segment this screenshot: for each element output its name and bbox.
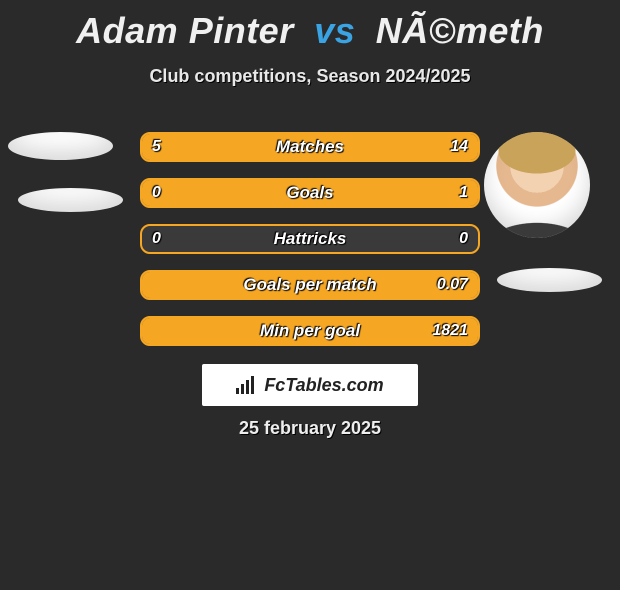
player2-name: NÃ©meth [376, 10, 544, 51]
stat-label: Matches [142, 134, 478, 160]
date-text: 25 february 2025 [0, 418, 620, 439]
stat-row-min-per-goal: Min per goal 1821 [140, 316, 480, 346]
stat-value-right: 14 [450, 134, 468, 160]
stat-value-right: 1821 [432, 318, 468, 344]
stat-row-goals-per-match: Goals per match 0.07 [140, 270, 480, 300]
player2-name-pill [497, 268, 602, 292]
stat-row-hattricks: 0 Hattricks 0 [140, 224, 480, 254]
stat-label: Goals per match [142, 272, 478, 298]
stat-row-matches: 5 Matches 14 [140, 132, 480, 162]
vs-separator: vs [314, 10, 355, 51]
comparison-title: Adam Pinter vs NÃ©meth [0, 10, 620, 52]
player2-avatar [484, 132, 590, 238]
brand-watermark: FcTables.com [202, 364, 418, 406]
stat-label: Hattricks [142, 226, 478, 252]
stats-block: 5 Matches 14 0 Goals 1 0 Hattricks 0 Goa… [140, 132, 480, 362]
stat-label: Min per goal [142, 318, 478, 344]
bars-icon [236, 376, 258, 394]
stat-row-goals: 0 Goals 1 [140, 178, 480, 208]
player1-avatar-placeholder-2 [18, 188, 123, 212]
brand-text: FcTables.com [264, 375, 383, 396]
stat-value-right: 0 [459, 226, 468, 252]
subtitle: Club competitions, Season 2024/2025 [0, 66, 620, 87]
stat-label: Goals [142, 180, 478, 206]
stat-value-right: 1 [459, 180, 468, 206]
player1-avatar-placeholder-1 [8, 132, 113, 160]
player1-name: Adam Pinter [76, 10, 294, 51]
stat-value-right: 0.07 [437, 272, 468, 298]
